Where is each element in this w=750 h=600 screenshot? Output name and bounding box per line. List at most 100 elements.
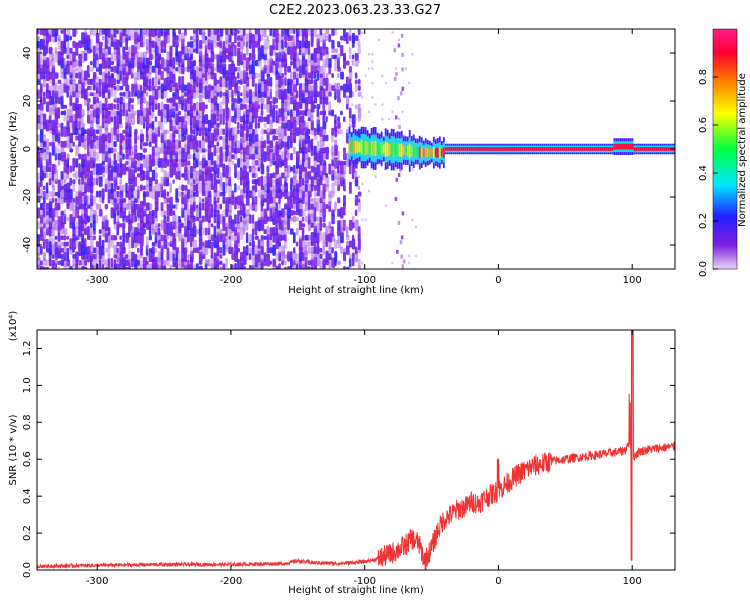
heatmap-cell — [293, 116, 296, 123]
heatmap-cell — [37, 207, 41, 219]
heatmap-cell — [263, 252, 267, 261]
heatmap-cell — [251, 214, 255, 224]
heatmap-cell — [60, 95, 64, 106]
heatmap-cell — [113, 29, 117, 38]
heatmap-cell — [313, 127, 317, 136]
heatmap-cell — [251, 146, 256, 155]
heatmap-cell — [75, 144, 80, 157]
heatmap-cell — [210, 234, 215, 242]
heatmap-cell — [190, 134, 193, 142]
heatmap-cell — [397, 43, 401, 48]
heatmap-cell — [319, 197, 323, 204]
heatmap-cell — [84, 208, 88, 218]
heatmap-cell — [75, 207, 80, 219]
heatmap-cell — [527, 147, 530, 151]
heatmap-cell — [293, 164, 296, 174]
heatmap-cell — [281, 183, 285, 193]
heatmap-cell — [148, 263, 153, 269]
heatmap-cell — [81, 233, 85, 243]
heatmap-cell — [104, 164, 108, 174]
heatmap-cell — [75, 67, 79, 72]
heatmap-cell — [284, 213, 288, 225]
heatmap-cell — [307, 190, 312, 198]
heatmap-cell — [216, 103, 220, 111]
heatmap-cell — [69, 79, 73, 85]
heatmap-cell — [331, 48, 335, 54]
heatmap-cell — [66, 46, 70, 55]
heatmap-cell — [275, 157, 279, 169]
heatmap-cell — [57, 148, 61, 153]
heatmap-cell — [110, 160, 114, 166]
heatmap-cell — [172, 232, 176, 243]
heatmap-cell — [307, 79, 312, 85]
heatmap-cell — [219, 177, 223, 187]
heatmap-cell — [172, 179, 175, 184]
heatmap-cell — [39, 39, 44, 50]
heatmap-cell — [163, 265, 167, 269]
heatmap-cell — [198, 260, 203, 265]
heatmap-cell — [78, 260, 82, 266]
heatmap-cell — [242, 53, 246, 61]
heatmap-cell — [337, 53, 341, 60]
heatmap-cell — [204, 89, 208, 100]
heatmap-cell — [334, 48, 339, 53]
heatmap-cell — [81, 154, 85, 160]
heatmap-cell — [204, 70, 208, 81]
heatmap-cell — [298, 160, 302, 166]
heatmap-cell — [337, 98, 342, 103]
heatmap-cell — [452, 147, 455, 151]
heatmap-cell — [225, 97, 230, 104]
heatmap-cell — [134, 203, 138, 210]
heatmap-cell — [78, 235, 81, 241]
heatmap-cell — [222, 150, 226, 163]
heatmap-cell — [348, 181, 352, 194]
heatmap-cell — [154, 77, 158, 87]
heatmap-cell — [78, 265, 81, 269]
heatmap-cell — [257, 177, 261, 187]
heatmap-cell — [201, 215, 205, 223]
snr-y-ticks: 0.00.20.40.60.81.01.2 — [22, 341, 675, 578]
heatmap-cell — [295, 201, 300, 213]
heatmap-cell — [263, 53, 268, 61]
heatmap-cell — [322, 59, 326, 67]
heatmap-cell — [190, 36, 193, 41]
heatmap-cell — [119, 244, 124, 256]
heatmap-cell — [98, 235, 102, 241]
heatmap-cell — [254, 235, 259, 240]
heatmap-cell — [284, 141, 288, 147]
heatmap-cell — [131, 251, 135, 262]
heatmap-cell — [192, 178, 196, 185]
heatmap-cell — [60, 145, 65, 155]
heatmap-cell — [54, 47, 58, 54]
heatmap-cell — [334, 171, 337, 180]
heatmap-cell — [131, 91, 134, 98]
heatmap-cell — [110, 147, 114, 154]
heatmap-x-tick-label: -200 — [220, 275, 243, 286]
heatmap-cell — [394, 143, 397, 156]
heatmap-cell — [51, 29, 56, 37]
heatmap-cell — [395, 177, 399, 182]
heatmap-cell — [78, 141, 82, 147]
heatmap-cell — [87, 215, 90, 223]
heatmap-cell — [216, 172, 220, 179]
heatmap-cell — [601, 147, 604, 151]
heatmap-cell — [266, 253, 271, 260]
colorbar-tick-label: 0.2 — [698, 213, 709, 229]
heatmap-cell — [216, 141, 220, 147]
heatmap-cell — [178, 29, 181, 35]
heatmap-cell — [163, 234, 167, 241]
heatmap-cell — [278, 72, 281, 79]
heatmap-cell — [313, 79, 318, 85]
heatmap-cell — [87, 92, 91, 97]
heatmap-cell — [213, 72, 217, 79]
heatmap-cell — [263, 151, 267, 163]
heatmap-cell — [298, 132, 302, 144]
heatmap-cell — [37, 197, 41, 203]
heatmap-cell — [57, 85, 61, 91]
heatmap-cell — [290, 204, 294, 209]
heatmap-cell — [254, 245, 259, 256]
heatmap-cell — [137, 84, 141, 92]
heatmap-cell — [290, 166, 294, 172]
heatmap-cell — [507, 147, 509, 151]
heatmap-cell — [148, 158, 153, 167]
